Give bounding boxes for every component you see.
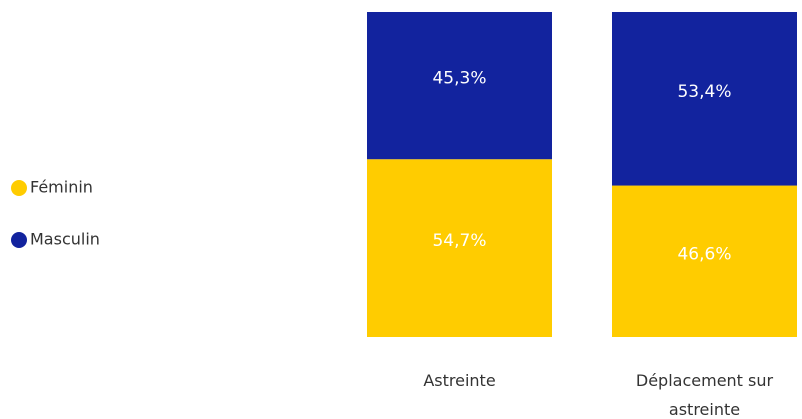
legend-marker xyxy=(11,232,27,248)
data-label: 54,7% xyxy=(432,231,486,251)
data-label: 53,4% xyxy=(677,82,731,102)
bar-segment xyxy=(367,159,552,337)
bar-segment xyxy=(612,12,797,186)
bar-segment xyxy=(367,12,552,160)
bar-segment xyxy=(612,185,797,337)
data-label: 45,3% xyxy=(432,69,486,89)
data-label: 46,6% xyxy=(677,244,731,264)
legend-label: Féminin xyxy=(30,178,93,197)
legend-label: Masculin xyxy=(30,230,100,249)
x-tick-label: Astreinte xyxy=(423,371,496,390)
x-tick-label: Déplacement sur astreinte xyxy=(635,371,774,419)
legend-marker xyxy=(11,180,27,196)
